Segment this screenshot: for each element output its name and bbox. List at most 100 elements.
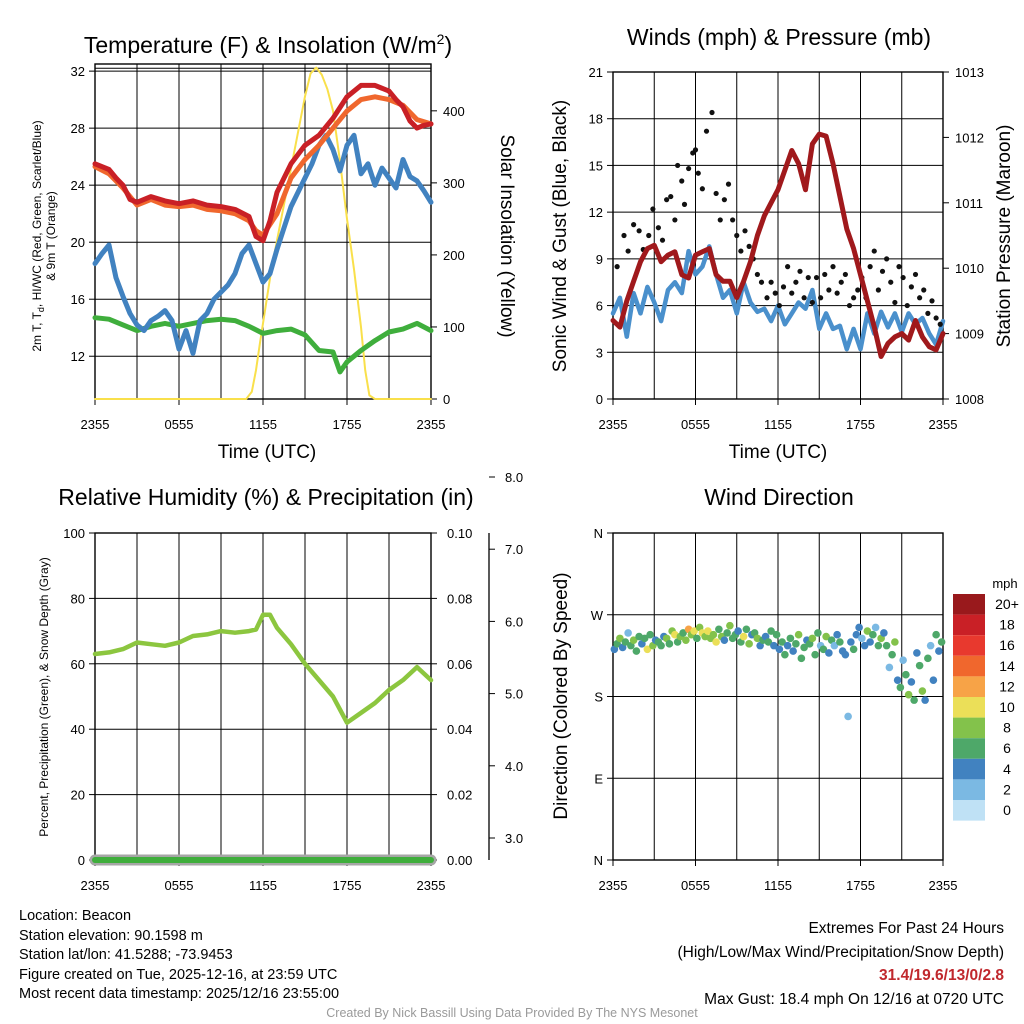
gust-point: [813, 274, 820, 281]
wind-y2tick-label: 1008: [955, 392, 984, 407]
direction-point: [720, 636, 729, 644]
colorbar-label: 18: [999, 617, 1015, 633]
gust-point: [672, 217, 678, 223]
rh-ytick-label: 20: [71, 788, 85, 803]
direction-point: [712, 638, 720, 646]
direction-point: [825, 649, 833, 657]
direction-point: [904, 690, 913, 699]
direction-point: [709, 630, 718, 639]
direction-point: [907, 678, 916, 686]
direction-point: [841, 650, 850, 659]
dir-ytick-label: S: [594, 690, 603, 705]
wind-ylabel-left: Sonic Wind & Gust (Blue, Black): [550, 100, 571, 372]
gust-point: [805, 274, 811, 281]
rh-axes: 0 20 40 60 80 100 2355 0555 1155 1755 2355: [63, 526, 445, 893]
wind-xtick-label: 2355: [599, 417, 628, 432]
gust-point: [738, 248, 744, 254]
colorbar-label: 4: [1003, 761, 1011, 777]
direction-point: [874, 641, 883, 650]
gust-point: [679, 178, 685, 184]
direction-point: [643, 645, 652, 654]
dir-ytick-label: W: [591, 608, 604, 623]
direction-point: [726, 621, 734, 630]
direction-point: [665, 640, 674, 648]
wind-ytick-label: 9: [596, 252, 603, 267]
dir-axes: N E S W N 2355 0555 1155 1755 2355: [591, 526, 958, 893]
direction-point: [679, 629, 687, 637]
gust-point: [746, 243, 752, 249]
direction-point: [739, 632, 748, 641]
temperature-ylabel-right: Solar Insolation (Yellow): [496, 134, 517, 337]
direction-point: [629, 636, 638, 644]
wind-panel-title: Winds (mph) & Pressure (mb): [627, 24, 931, 50]
wind-xtick-label: 0555: [681, 417, 710, 432]
gust-point: [655, 225, 661, 231]
direction-point: [891, 638, 899, 646]
gust-point: [904, 302, 910, 309]
gust-point: [692, 147, 699, 153]
gust-point: [734, 232, 740, 239]
temperature-ylabel-left-line2: & 9m T (Orange): [44, 191, 58, 281]
colorbar-swatch: [953, 655, 985, 677]
colorbar-swatch: [953, 758, 985, 780]
temp-ytick-label: 12: [71, 349, 85, 364]
temp-xtick-label: 1155: [249, 417, 277, 432]
direction-point: [888, 650, 896, 659]
gust-point: [900, 274, 906, 281]
direction-point: [811, 650, 819, 659]
gust-point: [867, 264, 873, 270]
colorbar-label: 10: [999, 699, 1015, 715]
series-line-heat-index-wind-chill: [92, 132, 434, 356]
temp-ytick-label: 32: [71, 64, 85, 79]
gust-point: [929, 298, 935, 304]
colorbar-label: 0: [1003, 802, 1011, 818]
gust-point: [772, 290, 778, 296]
rh-y2tick-label: 0.00: [447, 853, 472, 868]
wind-xtick-label: 1755: [846, 417, 875, 432]
direction-point: [800, 643, 808, 652]
created-text: Figure created on Tue, 2025-12-16, at 23…: [19, 966, 338, 983]
wind-xlabel: Time (UTC): [729, 442, 828, 463]
rh-y2tick-label: 0.02: [447, 788, 472, 803]
gust-point: [709, 109, 715, 116]
rh-y2tick-label: 0.06: [447, 657, 472, 672]
snow-depth-tick-label: 4.0: [505, 759, 523, 774]
rh-y2tick-label: 0.04: [447, 722, 472, 737]
rh-ytick-label: 100: [63, 526, 85, 541]
direction-point: [924, 654, 932, 663]
dir-xtick-label: 1755: [846, 878, 875, 893]
direction-point: [693, 634, 701, 643]
location-text: Location: Beacon: [19, 908, 132, 924]
temp-right-axis: 0 100 200 300 400: [431, 104, 465, 407]
direction-point: [789, 647, 797, 655]
humidity-panel-title: Relative Humidity (%) & Precipitation (i…: [58, 484, 473, 510]
colorbar-swatch: [953, 594, 985, 615]
direction-point: [646, 630, 654, 639]
rh-ytick-label: 0: [78, 853, 85, 868]
temp-xtick-label: 1755: [333, 417, 362, 432]
series-line-2m-temperature: [92, 82, 434, 244]
gust-point: [785, 264, 791, 270]
credit-line: Created By Nick Bassill Using Data Provi…: [326, 1006, 698, 1020]
dir-xtick-label: 2355: [599, 878, 628, 893]
direction-point: [871, 623, 880, 632]
direction-point: [781, 650, 789, 659]
direction-point: [899, 656, 907, 664]
direction-point: [830, 641, 839, 650]
direction-point: [860, 641, 869, 650]
temperature-panel: Temperature (F) & Insolation (W/m2) Time…: [30, 31, 517, 463]
rh-xtick-label: 1755: [333, 878, 362, 893]
colorbar-title: mph: [992, 576, 1017, 591]
colorbar-label: 12: [999, 678, 1015, 694]
direction-point: [808, 634, 817, 643]
rh-xtick-label: 0555: [165, 878, 194, 893]
snow-depth-tick-label: 8.0: [505, 470, 523, 485]
gust-point: [830, 264, 836, 270]
dir-xtick-label: 1155: [764, 878, 792, 893]
gust-point: [780, 284, 787, 290]
gust-point: [725, 181, 732, 187]
gust-point: [768, 279, 774, 285]
direction-point: [745, 640, 753, 648]
temp-y2tick-label: 300: [443, 176, 465, 191]
station-info: Location: Beacon Station elevation: 90.1…: [19, 907, 339, 1005]
